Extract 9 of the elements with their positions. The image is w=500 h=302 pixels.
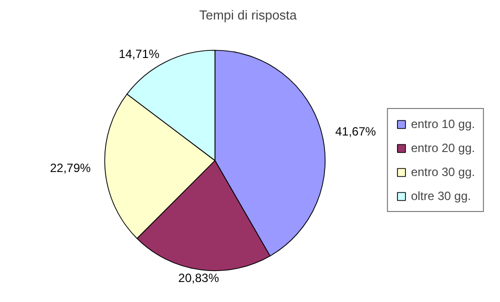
chart-title: Tempi di risposta	[199, 8, 298, 22]
data-label: 22,79%	[50, 161, 92, 176]
data-label: 41,67%	[335, 124, 376, 139]
legend-label: entro 30 gg.	[410, 165, 475, 179]
legend-label: oltre 30 gg.	[410, 189, 471, 203]
legend-label: entro 10 gg.	[410, 117, 475, 131]
legend-label: entro 20 gg.	[410, 141, 475, 155]
data-label: 20,83%	[178, 270, 220, 285]
data-label: 14,71%	[118, 46, 160, 61]
